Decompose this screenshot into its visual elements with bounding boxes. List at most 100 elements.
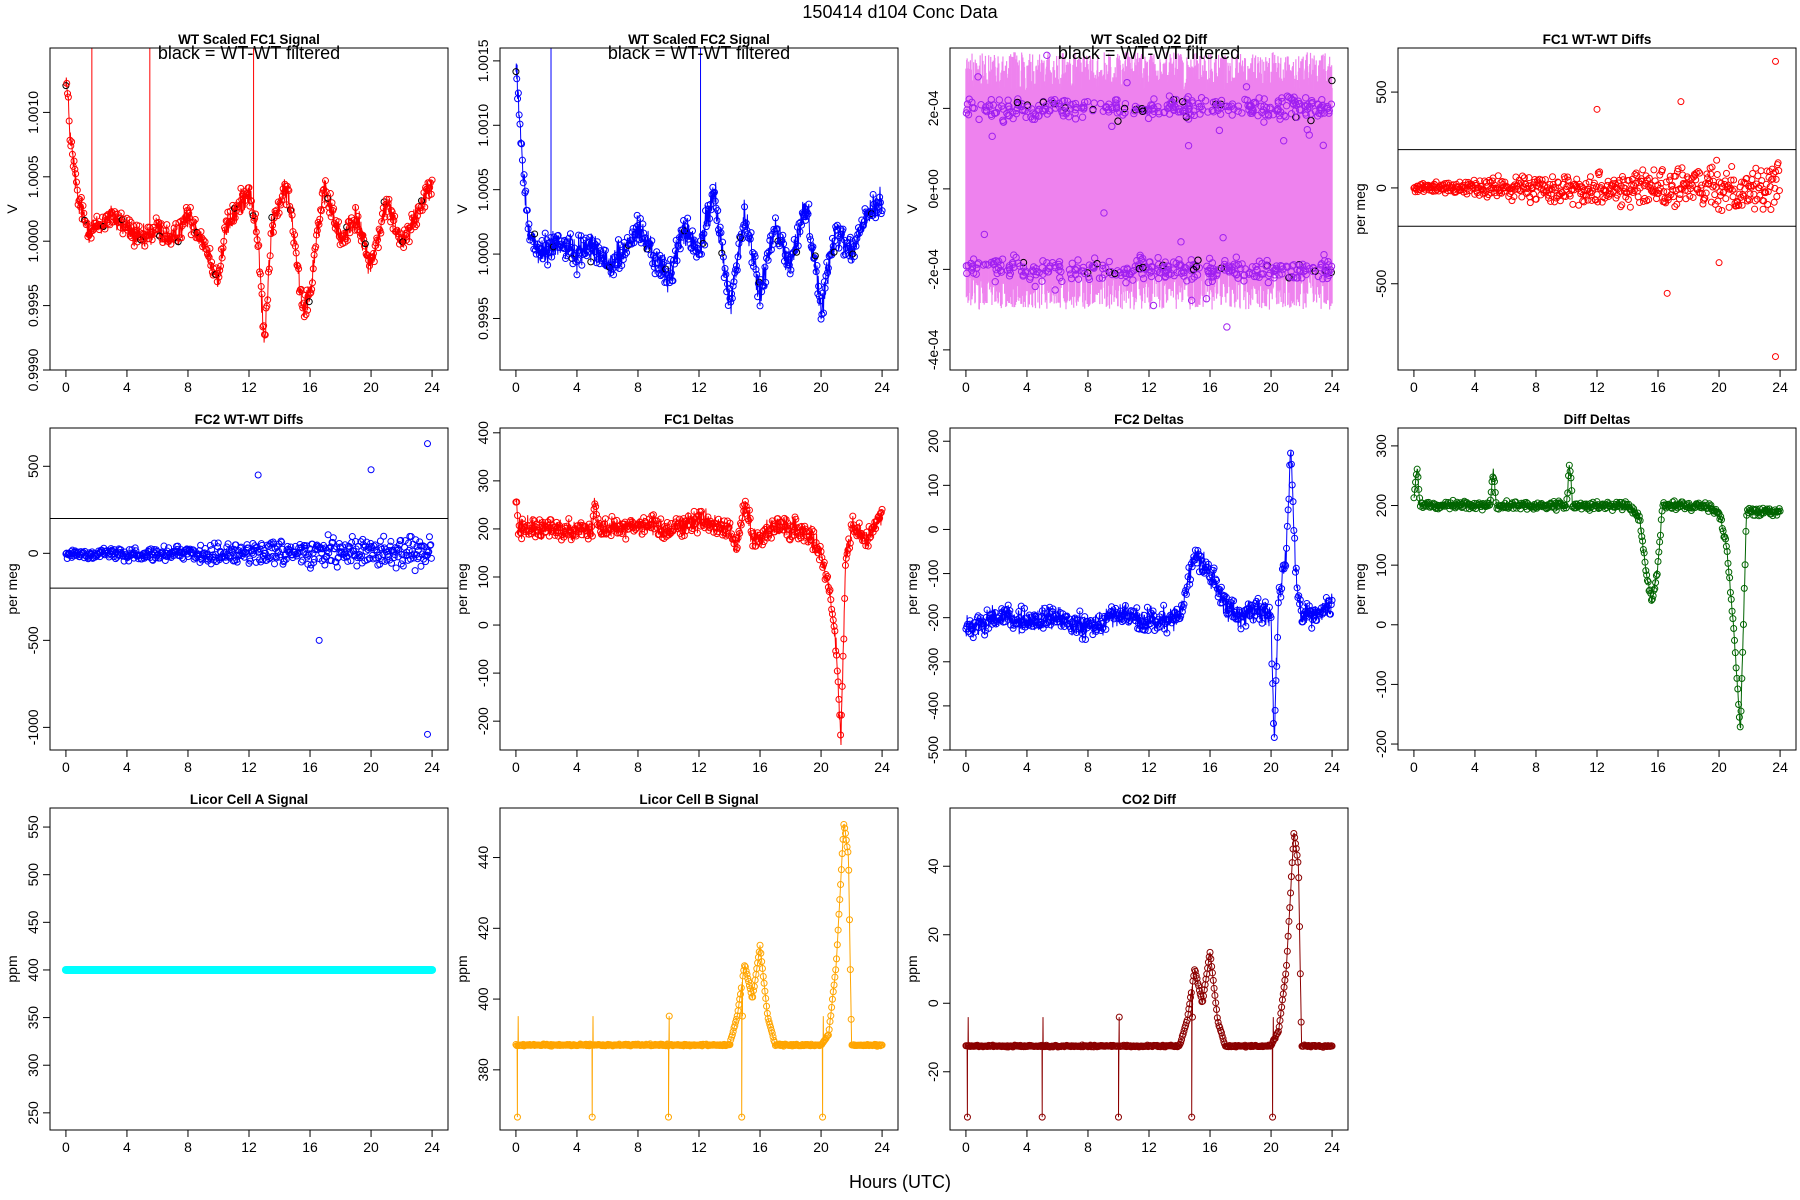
data-point [146,223,154,231]
x-tick-label: 8 [634,759,642,775]
plot-area [512,48,886,323]
data-point [686,516,694,524]
data-point [994,104,1003,112]
data-point [403,229,411,237]
data-point [1006,607,1014,615]
data-point [1030,611,1038,619]
data-point [567,243,575,251]
data-point [1290,273,1298,282]
data-point [1112,101,1120,109]
data-point [125,557,133,565]
x-tick-label: 24 [1772,379,1788,395]
data-point [1596,168,1604,176]
data-point [1567,474,1575,482]
data-point [1498,178,1506,186]
data-point [1738,178,1746,186]
data-point [1715,259,1723,267]
data-point [767,534,775,542]
data-point [846,539,854,547]
x-tick-label: 8 [184,759,192,775]
data-point [1724,559,1732,567]
data-point [1060,96,1069,105]
data-point [1129,276,1137,284]
data-point [1179,267,1188,275]
data-point [1290,261,1298,269]
data-point [1317,106,1326,114]
data-point [72,170,80,178]
data-point [1720,188,1728,196]
data-point [68,138,76,146]
data-point [105,219,113,227]
data-point [1266,103,1274,112]
data-point [375,552,383,560]
data-point [548,253,556,261]
plot-area [962,449,1336,741]
y-tick-label: -4e-04 [925,329,941,370]
data-point [199,236,207,244]
data-point [131,544,139,552]
data-point [733,1012,741,1020]
data-point [374,236,382,244]
data-point [1209,108,1218,116]
data-point [1525,174,1533,182]
data-point [813,543,821,551]
data-point [616,241,624,249]
data-point [780,240,788,248]
data-point [1186,576,1194,584]
data-point [1238,109,1246,117]
data-point [1654,557,1662,565]
data-point [1067,270,1075,278]
data-point [260,322,268,330]
x-tick-label: 20 [1711,759,1727,775]
data-point [1056,274,1064,282]
data-point [1552,506,1560,514]
data-point [760,979,768,987]
data-point [1718,206,1726,214]
data-point [1130,107,1139,115]
data-point [141,242,149,250]
data-point [830,622,838,630]
data-point [741,223,749,231]
data-point [1084,273,1093,281]
data-point [237,543,245,551]
data-point [728,1031,736,1039]
data-point [837,866,845,874]
x-tick-label: 4 [123,759,131,775]
data-point [327,556,335,564]
data-point [968,264,977,272]
data-point [1723,547,1731,555]
data-point [214,270,222,278]
data-point [1694,167,1702,175]
data-point [428,176,436,184]
data-point [750,987,758,995]
data-point [1580,198,1588,206]
x-tick-label: 8 [1532,759,1540,775]
x-tick-label: 16 [1650,759,1666,775]
data-point [1774,159,1782,167]
panel-frame [49,47,449,371]
data-point [298,301,306,309]
data-point [802,216,810,224]
x-tick-label: 12 [241,759,257,775]
data-point [1072,103,1081,112]
data-point [209,551,217,559]
data-point [565,515,573,523]
data-point [1022,113,1030,122]
y-tick-label: 1.0005 [25,155,41,198]
data-point [335,233,343,241]
data-point [758,964,766,972]
data-point [804,210,812,218]
data-point [383,195,391,203]
data-point [1005,102,1013,111]
data-point [726,519,734,527]
data-point [1657,516,1665,524]
y-tick-label: 400 [25,958,41,982]
data-point [1121,100,1130,108]
data-point [1273,662,1281,670]
data-point [87,234,95,242]
data-point [618,529,626,537]
data-point [1204,560,1212,568]
data-point [407,533,415,541]
data-point [669,277,677,285]
data-point [982,613,990,621]
